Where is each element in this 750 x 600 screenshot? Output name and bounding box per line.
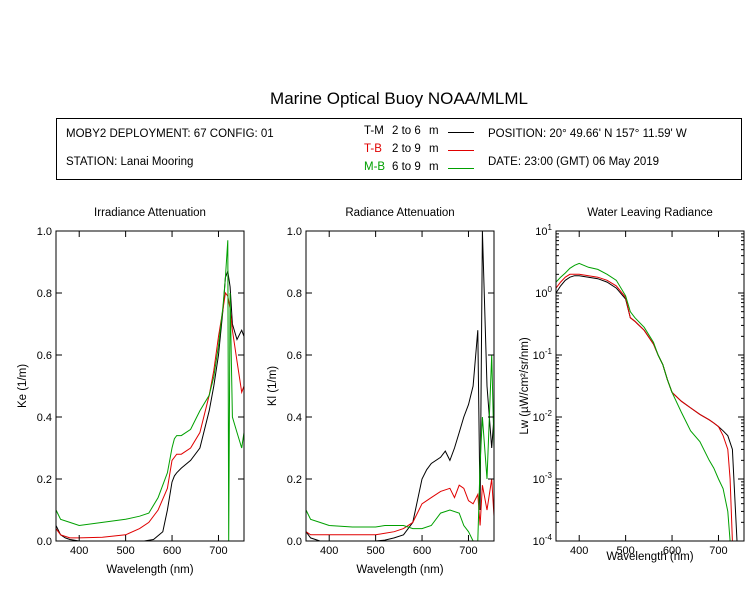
y-tick-label: 0.2 xyxy=(287,474,302,486)
deployment-text: MOBY2 DEPLOYMENT: 67 CONFIG: 01 xyxy=(66,128,274,140)
x-tick-label: 600 xyxy=(163,545,181,557)
legend-range-tb: 2 to 9 xyxy=(392,143,421,155)
chart-title: Radiance Attenuation xyxy=(345,207,454,219)
y-tick-label: 1.0 xyxy=(287,226,302,238)
chart-title: Irradiance Attenuation xyxy=(94,207,206,219)
y-tick-label: 10-2 xyxy=(533,409,553,424)
y-tick-label: 10-4 xyxy=(533,533,553,548)
chart-3: Water Leaving Radiance 400 500 600 700 10-4 10… xyxy=(519,207,745,563)
y-tick-label: 100 xyxy=(535,285,552,300)
y-tick-label: 0.6 xyxy=(287,350,302,362)
x-tick-label: 400 xyxy=(320,545,338,557)
station-text: STATION: Lanai Mooring xyxy=(66,156,194,168)
y-tick-label: 0.0 xyxy=(287,536,302,548)
legend-code-tb: T-B xyxy=(364,143,382,155)
legend-range-tm: 2 to 6 xyxy=(392,125,421,137)
y-tick-label: 101 xyxy=(535,223,552,238)
y-tick-label: 0.6 xyxy=(37,350,52,362)
x-axis-label: Wavelength (nm) xyxy=(356,564,443,576)
x-tick-label: 500 xyxy=(366,545,384,557)
x-tick-label: 500 xyxy=(616,545,634,557)
y-tick-label: 0.0 xyxy=(37,536,52,548)
legend-unit-tb: m xyxy=(429,143,439,155)
series-line-m-b xyxy=(306,354,494,541)
y-tick-label: 1.0 xyxy=(37,226,52,238)
series-line-t-m xyxy=(56,269,244,541)
date-text: DATE: 23:00 (GMT) 06 May 2019 xyxy=(488,156,660,168)
plot-frame xyxy=(55,230,245,542)
y-tick-label: 0.4 xyxy=(37,412,52,424)
x-tick-label: 500 xyxy=(116,545,134,557)
y-axis-label: Lw (µW/cm²/sr/nm) xyxy=(519,337,531,435)
y-tick-label: 0.8 xyxy=(37,288,52,300)
plot-frame xyxy=(555,230,745,542)
x-tick-label: 700 xyxy=(209,545,227,557)
y-tick-label: 0.2 xyxy=(37,474,52,486)
legend-code-tm: T-M xyxy=(364,125,384,137)
chart-2: Radiance Attenuation 400 500 600 700 0.0 0.2 0.… xyxy=(267,207,495,576)
series-line-m-b xyxy=(556,262,731,541)
y-tick-label: 0.8 xyxy=(287,288,302,300)
series-line-t-m xyxy=(306,231,494,541)
page-title: Marine Optical Buoy NOAA/MLML xyxy=(270,89,528,108)
legend-unit-mb: m xyxy=(429,161,439,173)
position-text: POSITION: 20° 49.66' N 157° 11.59' W xyxy=(488,128,687,140)
legend-line-mb xyxy=(448,168,474,169)
y-axis-label: Kl (1/m) xyxy=(267,366,279,406)
y-axis-label: Ke (1/m) xyxy=(17,364,29,408)
legend-code-mb: M-B xyxy=(364,161,386,173)
info-box: MOBY2 DEPLOYMENT: 67 CONFIG: 01 STATION:… xyxy=(56,118,742,180)
x-tick-label: 600 xyxy=(413,545,431,557)
y-tick-label: 10-1 xyxy=(533,347,553,362)
plot-frame xyxy=(305,230,495,542)
series-line-m-b xyxy=(56,240,244,541)
legend-unit-tm: m xyxy=(429,125,439,137)
x-tick-label: 400 xyxy=(570,545,588,557)
x-tick-label: 700 xyxy=(459,545,477,557)
chart-title: Water Leaving Radiance xyxy=(587,207,713,219)
series-line-t-b xyxy=(556,273,733,541)
y-tick-label: 0.4 xyxy=(287,412,302,424)
series-line-t-m xyxy=(556,275,738,541)
legend-line-tb xyxy=(448,150,474,151)
x-axis-label: Wavelength (nm) xyxy=(106,564,193,576)
legend-line-tm xyxy=(448,132,474,133)
y-tick-label: 10-3 xyxy=(533,471,553,486)
x-tick-label: 400 xyxy=(70,545,88,557)
series-line-t-b xyxy=(56,291,244,539)
chart-1: Irradiance Attenuation 400 500 600 700 0.0 0.2… xyxy=(17,207,245,576)
x-tick-label: 700 xyxy=(709,545,727,557)
series-line-t-b xyxy=(306,478,494,536)
x-axis-label: Wavelength (nm) xyxy=(606,551,693,563)
legend-range-mb: 6 to 9 xyxy=(392,161,421,173)
x-tick-label: 600 xyxy=(663,545,681,557)
